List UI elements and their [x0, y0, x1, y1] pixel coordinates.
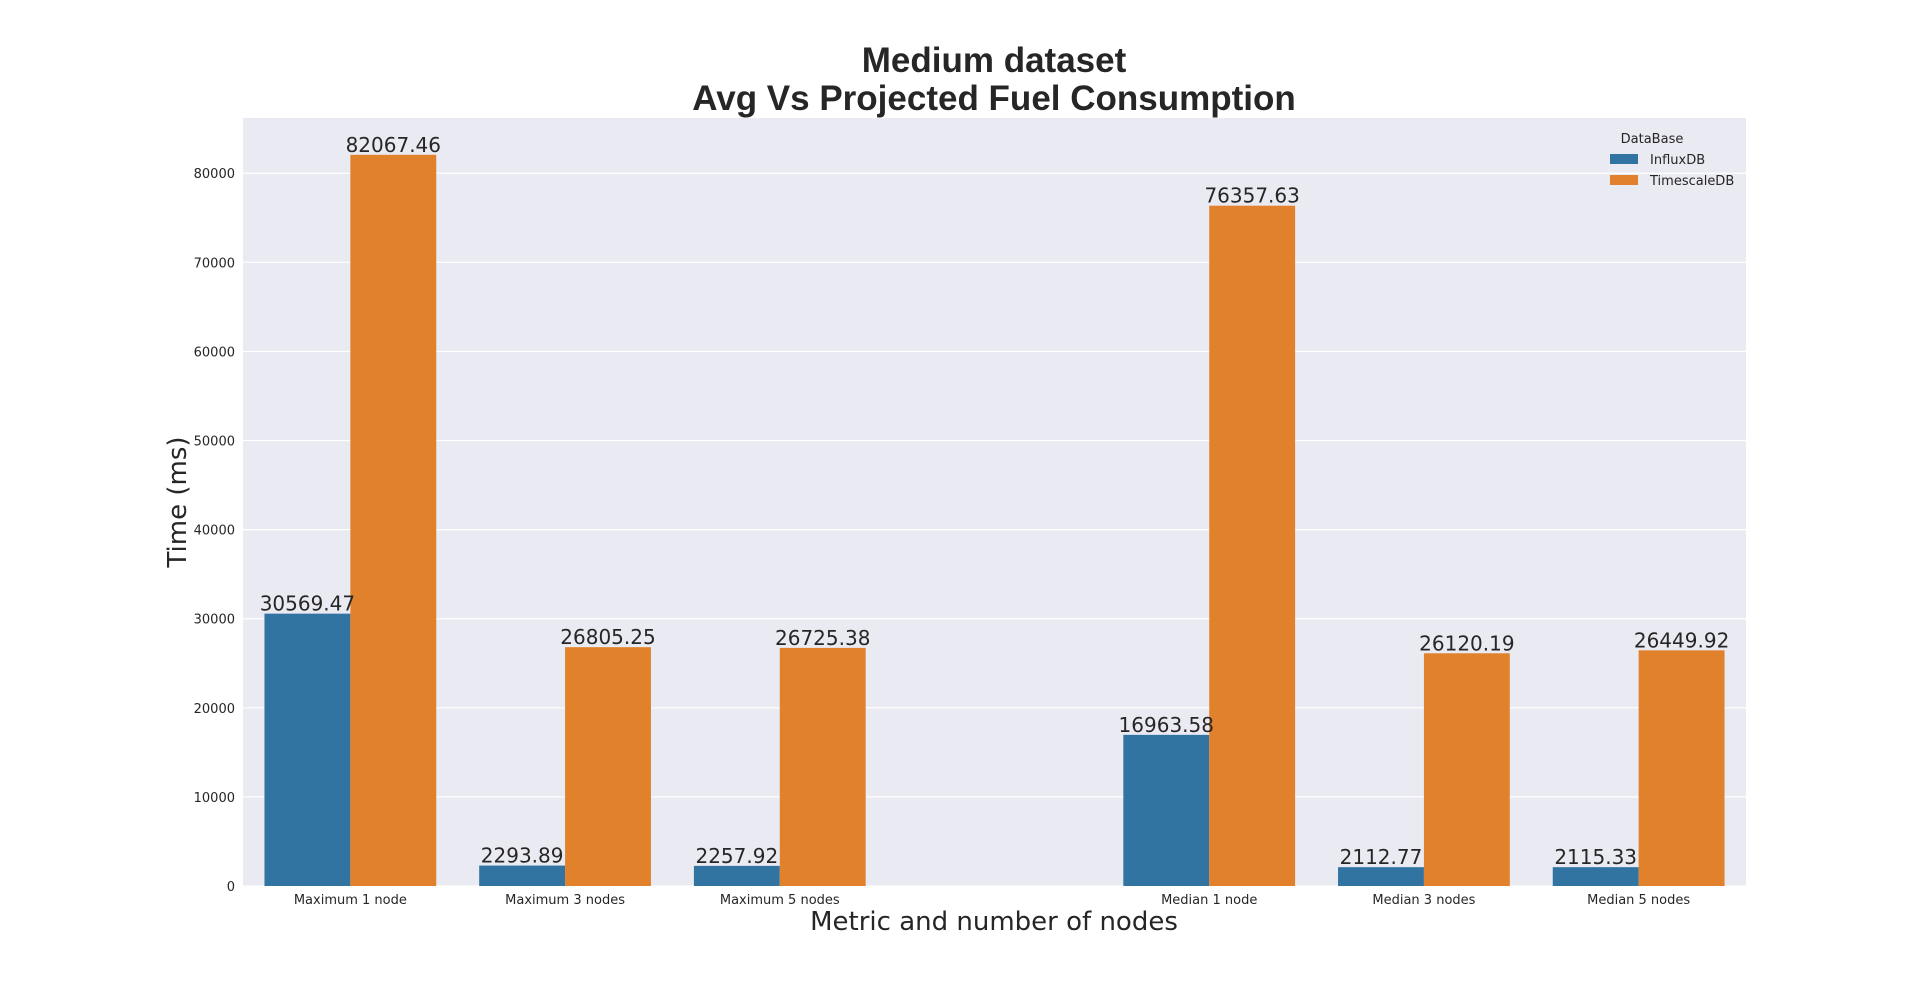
bar-influxdb — [264, 613, 351, 886]
data-label-influxdb: 16963.58 — [1119, 713, 1214, 737]
legend-label-influxdb: InfluxDB — [1650, 153, 1705, 168]
legend-swatch-influxdb — [1610, 154, 1638, 164]
plot-area — [243, 118, 1746, 886]
bar-influxdb — [1552, 867, 1639, 886]
y-tick-label: 10000 — [194, 791, 235, 806]
bar-influxdb — [693, 865, 780, 886]
data-labels: 30569.47 82067.46 2293.89 26805.25 2257.92 26… — [260, 133, 1730, 869]
data-label-timescaledb: 26725.38 — [775, 626, 870, 650]
legend-swatch-timescaledb — [1610, 175, 1638, 185]
x-tick-label: Maximum 5 nodes — [720, 893, 840, 908]
data-label-timescaledb: 26120.19 — [1419, 631, 1514, 655]
data-label-influxdb: 2293.89 — [481, 844, 564, 868]
gridlines — [243, 172, 1746, 887]
bars — [264, 154, 1725, 887]
y-axis-ticks: 0 10000 20000 30000 40000 50000 60000 70000 8000… — [194, 167, 235, 895]
x-axis-ticks: Maximum 1 node Maximum 3 nodes Maximum 5 n… — [294, 893, 1691, 908]
data-label-influxdb: 2112.77 — [1340, 845, 1423, 869]
bar-timescaledb — [565, 647, 651, 886]
data-label-influxdb: 2257.92 — [695, 844, 778, 868]
data-label-influxdb: 30569.47 — [260, 592, 355, 616]
y-tick-label: 60000 — [194, 345, 235, 360]
y-axis-label: Time (ms) — [163, 436, 193, 568]
bar-influxdb — [1123, 734, 1210, 886]
y-tick-label: 0 — [227, 880, 235, 895]
data-label-influxdb: 2115.33 — [1554, 845, 1637, 869]
bar-timescaledb — [779, 647, 866, 886]
x-axis-label: Metric and number of nodes — [810, 907, 1178, 937]
bar-timescaledb — [1209, 205, 1296, 886]
chart-title-line-2: Avg Vs Projected Fuel Consumption — [692, 79, 1296, 118]
data-label-timescaledb: 82067.46 — [346, 133, 441, 157]
bar-influxdb — [479, 865, 566, 886]
legend-label-timescaledb: TimescaleDB — [1649, 174, 1734, 189]
y-tick-label: 80000 — [194, 167, 235, 182]
y-tick-label: 50000 — [194, 435, 235, 450]
y-tick-label: 40000 — [194, 524, 235, 539]
bar-influxdb — [1338, 867, 1424, 886]
x-tick-label: Maximum 3 nodes — [505, 893, 625, 908]
legend: DataBase InfluxDB TimescaleDB — [1610, 132, 1734, 189]
x-tick-label: Maximum 1 node — [294, 893, 407, 908]
bar-timescaledb — [350, 154, 437, 887]
data-label-timescaledb: 76357.63 — [1204, 184, 1299, 208]
bar-timescaledb — [1638, 650, 1725, 886]
chart-title-line-1: Medium dataset — [862, 41, 1127, 80]
y-tick-label: 30000 — [194, 613, 235, 628]
x-tick-label: Median 3 nodes — [1372, 893, 1475, 908]
legend-title: DataBase — [1621, 132, 1684, 147]
x-tick-label: Median 5 nodes — [1587, 893, 1690, 908]
data-label-timescaledb: 26449.92 — [1634, 628, 1729, 652]
bar-timescaledb — [1423, 653, 1510, 886]
data-label-timescaledb: 26805.25 — [560, 625, 655, 649]
y-tick-label: 70000 — [194, 256, 235, 271]
y-tick-label: 20000 — [194, 702, 235, 717]
x-tick-label: Median 1 node — [1161, 893, 1257, 908]
